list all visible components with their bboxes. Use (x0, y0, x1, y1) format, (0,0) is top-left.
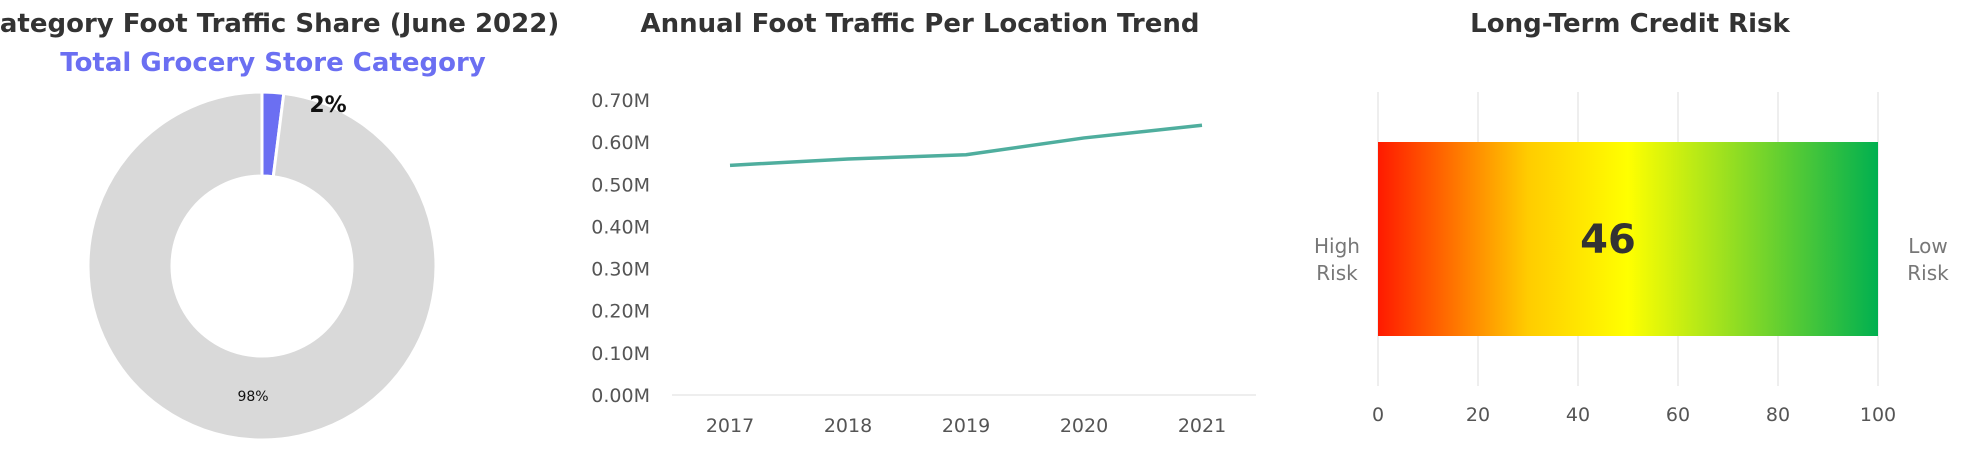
risk-x-tick-label: 60 (1666, 404, 1690, 426)
y-tick-label: 0.30M (591, 259, 650, 281)
y-tick-label: 0.20M (591, 301, 650, 323)
line-chart: Annual Foot Traffic Per Location Trend 0… (591, 9, 1256, 437)
x-tick-label: 2017 (706, 415, 754, 437)
risk-x-tick-label: 20 (1466, 404, 1490, 426)
high-risk-label-line2: Risk (1316, 261, 1358, 285)
y-tick-label: 0.50M (591, 174, 650, 196)
risk-x-tick-label: 80 (1766, 404, 1790, 426)
line-series-foot-traffic (729, 123, 1203, 168)
high-risk-label-line1: High (1314, 234, 1360, 258)
x-tick-label: 2020 (1060, 415, 1108, 437)
y-tick-label: 0.60M (591, 132, 650, 154)
donut-chart: Category Foot Traffic Share (June 2022) … (0, 9, 559, 442)
slice-label-large-share: 98% (237, 389, 268, 405)
x-tick-label: 2021 (1178, 415, 1226, 437)
risk-gradient-bar (1378, 142, 1878, 336)
risk-x-tick-label: 0 (1372, 404, 1384, 426)
donut-subtitle: Total Grocery Store Category (60, 48, 485, 78)
risk-x-tick-label: 100 (1860, 404, 1896, 426)
y-tick-label: 0.70M (591, 90, 650, 112)
risk-value-label: 46 (1580, 217, 1636, 263)
risk-x-tick-label: 40 (1566, 404, 1590, 426)
low-risk-label-line1: Low (1908, 234, 1947, 258)
x-tick-label: 2018 (824, 415, 872, 437)
y-tick-label: 0.40M (591, 216, 650, 238)
donut-slice-1 (86, 90, 438, 442)
slice-label-small-share: 2% (309, 93, 346, 118)
risk-title: Long-Term Credit Risk (1470, 9, 1790, 39)
donut-title: Category Foot Traffic Share (June 2022) (0, 9, 559, 39)
line-title: Annual Foot Traffic Per Location Trend (641, 9, 1200, 39)
x-tick-label: 2019 (942, 415, 990, 437)
y-tick-label: 0.00M (591, 385, 650, 407)
credit-risk-chart: Long-Term Credit Risk 46 High Risk Low R… (1314, 9, 1949, 426)
y-tick-label: 0.10M (591, 343, 650, 365)
low-risk-label-line2: Risk (1907, 261, 1949, 285)
